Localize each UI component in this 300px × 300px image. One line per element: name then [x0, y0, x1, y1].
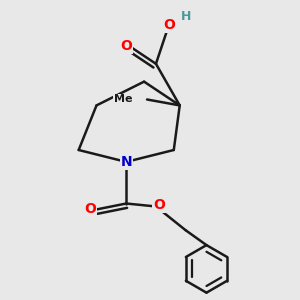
Text: O: O [153, 198, 165, 212]
Text: O: O [164, 18, 175, 32]
Text: O: O [120, 39, 132, 53]
Text: O: O [85, 202, 97, 216]
Text: Me: Me [114, 94, 132, 104]
Text: H: H [181, 10, 191, 23]
Text: N: N [120, 155, 132, 169]
